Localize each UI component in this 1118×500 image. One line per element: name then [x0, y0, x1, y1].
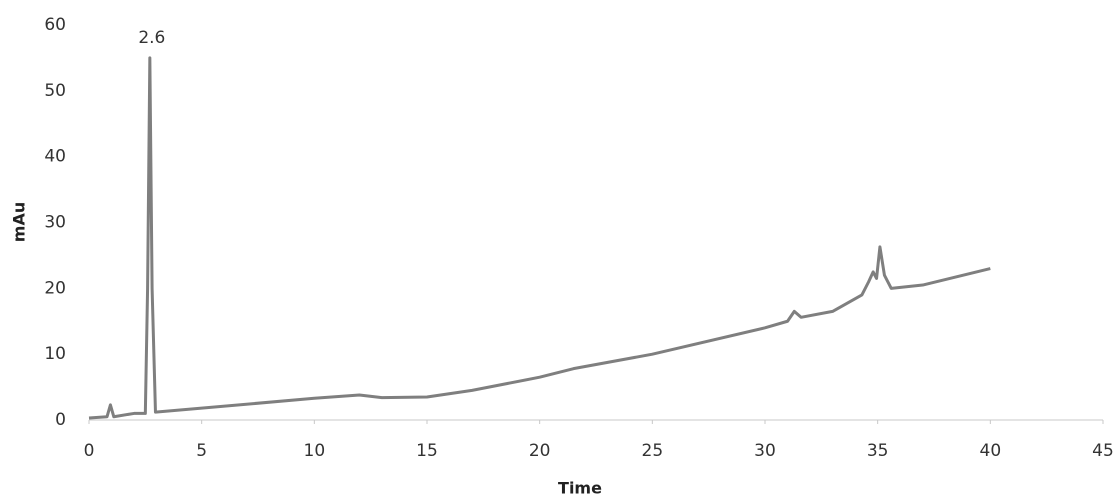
x-tick-label: 30 — [754, 441, 776, 461]
y-tick-label: 10 — [44, 344, 66, 364]
y-tick-label: 30 — [44, 213, 66, 233]
x-tick-label: 40 — [980, 441, 1002, 461]
y-tick-label: 0 — [55, 410, 66, 430]
x-tick-label: 35 — [867, 441, 889, 461]
y-tick-label: 40 — [44, 147, 66, 167]
y-tick-label: 60 — [44, 15, 66, 35]
annotation: 2.6 — [138, 28, 165, 48]
x-tick-label: 20 — [529, 441, 551, 461]
y-tick-label: 20 — [44, 278, 66, 298]
y-tick-label: 50 — [44, 81, 66, 101]
x-tick-label: 25 — [642, 441, 664, 461]
x-tick-label: 5 — [196, 441, 207, 461]
data-line — [88, 56, 991, 420]
x-axis-title: Time — [558, 479, 602, 498]
x-tick-label: 15 — [416, 441, 438, 461]
x-tick-label: 45 — [1092, 441, 1114, 461]
x-tick-label: 10 — [304, 441, 326, 461]
y-axis-title: mAu — [10, 202, 29, 242]
x-tick-label: 0 — [84, 441, 95, 461]
